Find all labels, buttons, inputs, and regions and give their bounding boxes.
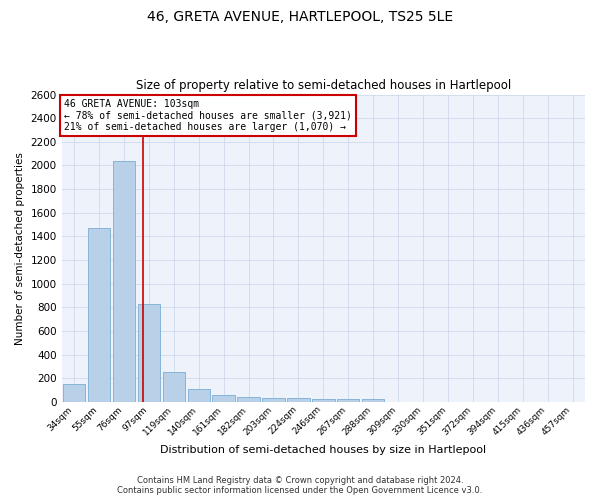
Bar (287, 398, 310, 402)
Bar (88, 228, 110, 402)
Bar (212, 394, 235, 402)
Title: Size of property relative to semi-detached houses in Hartlepool: Size of property relative to semi-detach… (136, 79, 511, 92)
Bar (137, 304, 160, 402)
Bar (238, 397, 260, 402)
Bar (337, 398, 359, 402)
X-axis label: Distribution of semi-detached houses by size in Hartlepool: Distribution of semi-detached houses by … (160, 445, 487, 455)
Bar (63, 384, 85, 402)
Bar (188, 389, 210, 402)
Text: Contains HM Land Registry data © Crown copyright and database right 2024.
Contai: Contains HM Land Registry data © Crown c… (118, 476, 482, 495)
Bar (113, 160, 135, 402)
Text: 46 GRETA AVENUE: 103sqm
← 78% of semi-detached houses are smaller (3,921)
21% of: 46 GRETA AVENUE: 103sqm ← 78% of semi-de… (64, 99, 352, 132)
Bar (163, 372, 185, 402)
Text: 46, GRETA AVENUE, HARTLEPOOL, TS25 5LE: 46, GRETA AVENUE, HARTLEPOOL, TS25 5LE (147, 10, 453, 24)
Bar (262, 398, 285, 402)
Bar (362, 400, 385, 402)
Bar (312, 398, 335, 402)
Y-axis label: Number of semi-detached properties: Number of semi-detached properties (15, 152, 25, 344)
